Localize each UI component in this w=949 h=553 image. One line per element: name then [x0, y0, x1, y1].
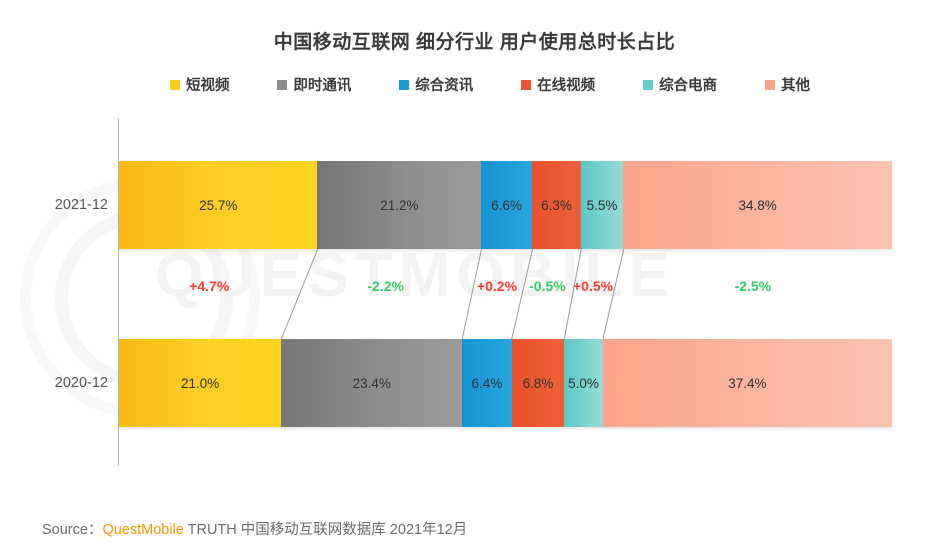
- bar-segment-4[interactable]: 5.0%: [564, 339, 603, 427]
- bar-segment-value: 5.0%: [568, 375, 599, 391]
- bar-segment-value: 23.4%: [352, 375, 391, 391]
- legend-swatch-icon: [277, 79, 288, 90]
- bar-segment-value: 6.4%: [471, 375, 503, 391]
- bar-segment-2[interactable]: 6.4%: [462, 339, 512, 427]
- legend-swatch-icon: [764, 79, 775, 90]
- source-brand: QuestMobile: [102, 522, 184, 538]
- legend-swatch-icon: [643, 79, 654, 90]
- legend-item-label: 即时通讯: [293, 78, 352, 94]
- source-prefix: Source：: [42, 522, 103, 538]
- bar-segment-0[interactable]: 25.7%: [119, 161, 318, 249]
- legend-item-5[interactable]: 其他: [764, 74, 810, 95]
- bar-segment-3[interactable]: 6.3%: [532, 161, 581, 249]
- category-label-2021: 2021-12: [54, 197, 108, 213]
- delta-label-3: -0.5%: [529, 278, 566, 294]
- bar-segment-1[interactable]: 21.2%: [317, 161, 482, 249]
- bar-segment-value: 21.2%: [380, 197, 419, 213]
- legend-item-label: 其他: [780, 78, 810, 94]
- delta-band: +4.7% -2.2% +0.2% -0.5% +0.5% -2.5%: [119, 249, 892, 339]
- connector-line: [603, 249, 624, 339]
- connector-line: [564, 249, 581, 339]
- delta-label-0: +4.7%: [189, 278, 230, 294]
- bar-segment-value: 6.8%: [522, 375, 554, 391]
- stacked-bar-2020-12: 21.0% 23.4% 6.4% 6.8% 5.0% 37.4%: [119, 339, 892, 427]
- bar-segment-3[interactable]: 6.8%: [511, 339, 565, 427]
- delta-label-4: +0.5%: [572, 278, 614, 294]
- delta-label-1: -2.2%: [367, 278, 404, 294]
- legend-item-label: 综合资讯: [415, 78, 474, 94]
- stacked-bar-2021-12: 25.7% 21.2% 6.6% 6.3% 5.5% 34.8%: [119, 161, 892, 249]
- bar-segment-5[interactable]: 37.4%: [602, 339, 892, 427]
- bar-segment-value: 34.8%: [738, 197, 777, 213]
- bar-segment-0[interactable]: 21.0%: [119, 339, 282, 427]
- bar-segment-2[interactable]: 6.6%: [481, 161, 533, 249]
- connector-lines: [119, 249, 892, 339]
- legend-item-3[interactable]: 在线视频: [521, 74, 595, 95]
- legend-item-0[interactable]: 短视频: [170, 74, 230, 95]
- connector-line: [281, 249, 317, 339]
- bar-segment-1[interactable]: 23.4%: [281, 339, 463, 427]
- bar-segment-value: 5.5%: [586, 197, 618, 213]
- bar-segment-4[interactable]: 5.5%: [580, 161, 624, 249]
- bar-segment-value: 6.3%: [541, 197, 572, 213]
- source-note: Source：QuestMobile TRUTH 中国移动互联网数据库 2021…: [42, 518, 467, 539]
- legend-item-2[interactable]: 综合资讯: [399, 74, 473, 95]
- legend-swatch-icon: [521, 79, 532, 90]
- legend-swatch-icon: [399, 79, 410, 90]
- legend-item-label: 短视频: [186, 78, 230, 94]
- delta-label-2: +0.2%: [476, 278, 518, 294]
- legend-item-4[interactable]: 综合电商: [643, 74, 717, 95]
- connector-line: [462, 249, 481, 339]
- category-label-2020: 2020-12: [54, 375, 108, 391]
- legend-swatch-icon: [170, 79, 180, 90]
- connector-line: [512, 249, 533, 339]
- bar-segment-5[interactable]: 34.8%: [623, 161, 892, 249]
- bar-segment-value: 21.0%: [181, 375, 220, 391]
- bar-segment-value: 25.7%: [199, 197, 238, 213]
- legend-item-label: 综合电商: [659, 78, 718, 94]
- delta-label-5: -2.5%: [734, 278, 772, 294]
- chart-legend: 短视频 即时通讯 综合资讯 在线视频 综合电商 其他: [170, 74, 810, 95]
- legend-item-1[interactable]: 即时通讯: [277, 74, 351, 95]
- bar-segment-value: 37.4%: [728, 375, 767, 391]
- legend-item-label: 在线视频: [537, 78, 596, 94]
- page-title: 中国移动互联网 细分行业 用户使用总时长占比: [273, 32, 676, 53]
- source-suffix: TRUTH 中国移动互联网数据库 2021年12月: [183, 522, 468, 538]
- y-axis-line: [118, 118, 119, 466]
- bar-segment-value: 6.6%: [491, 197, 523, 213]
